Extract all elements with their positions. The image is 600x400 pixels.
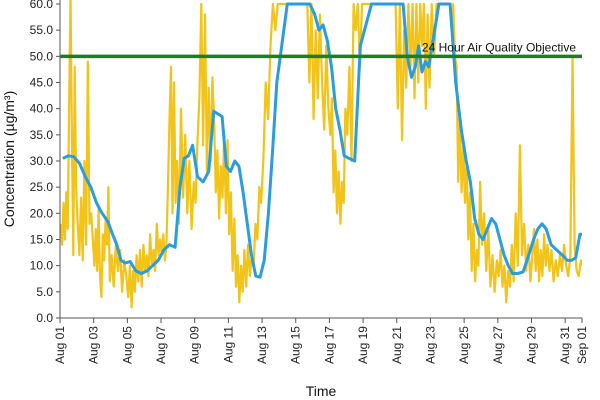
y-tick-label: 10.0 — [30, 259, 54, 273]
y-tick-label: 55.0 — [30, 23, 54, 37]
x-axis-title: Time — [306, 383, 337, 399]
y-tick-label: 35.0 — [30, 128, 54, 142]
y-axis-title: Concentration (µg/m³) — [1, 91, 17, 227]
objective-label: 24 Hour Air Quality Objective — [422, 40, 576, 54]
x-tick-label: Aug 07 — [154, 326, 168, 364]
axis-layer: 0.0 5.0 10.0 15.0 20.0 25.0 30.0 35.0 40.0 45.0 50… — [30, 0, 589, 364]
x-tick-label: Aug 21 — [390, 326, 404, 364]
x-tick-label: Aug 27 — [491, 326, 505, 364]
series-line-rolling-mean — [62, 2, 582, 279]
y-tick-label: 60.0 — [30, 0, 54, 11]
x-tick-label: Aug 01 — [53, 326, 67, 364]
x-tick-label: Aug 05 — [120, 326, 134, 364]
y-tick-label: 30.0 — [30, 154, 54, 168]
y-tick-label: 45.0 — [30, 76, 54, 90]
y-tick-label: 40.0 — [30, 102, 54, 116]
y-tick-label: 15.0 — [30, 233, 54, 247]
x-tick-label: Aug 03 — [87, 326, 101, 364]
y-tick-label: 20.0 — [30, 206, 54, 220]
reference-layer: 24 Hour Air Quality Objective — [60, 40, 582, 59]
y-tick-label: 25.0 — [30, 180, 54, 194]
y-tick-label: 0.0 — [36, 311, 53, 325]
y-tick-label: 50.0 — [30, 49, 54, 63]
series-line-hourly — [60, 0, 582, 309]
x-tick-label: Aug 19 — [356, 326, 370, 364]
x-tick-label: Aug 25 — [457, 326, 471, 364]
series-layer — [60, 0, 582, 309]
x-tick-label: Aug 15 — [289, 326, 303, 364]
x-tick-label: Aug 29 — [525, 326, 539, 364]
x-tick-label: Aug 31 — [558, 326, 572, 364]
x-tick-label: Aug 09 — [188, 326, 202, 364]
x-tick-label: Sep 01 — [575, 326, 589, 364]
x-tick-label: Aug 17 — [322, 326, 336, 364]
x-tick-label: Aug 13 — [255, 326, 269, 364]
x-tick-label: Aug 11 — [221, 326, 235, 363]
y-tick-label: 5.0 — [36, 285, 53, 299]
x-tick-label: Aug 23 — [424, 326, 438, 364]
